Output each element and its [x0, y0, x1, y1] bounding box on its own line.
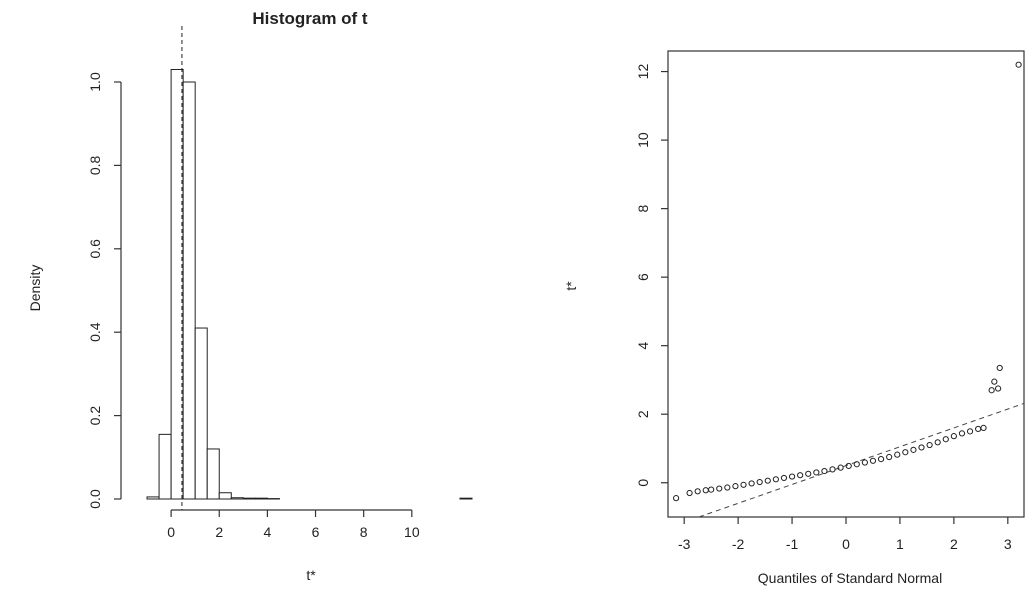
histogram-bar — [206, 448, 220, 500]
qq-point — [702, 487, 709, 494]
qq-point — [926, 441, 933, 449]
qq-point — [996, 364, 1003, 372]
histogram-title: Histogram of t — [252, 9, 368, 28]
qq-point — [950, 433, 957, 440]
histogram-bar — [194, 327, 208, 500]
histogram-bar — [218, 492, 232, 500]
qq-point — [805, 470, 812, 477]
qq-y-tick-label: 12 — [635, 64, 651, 80]
qq-point — [772, 476, 779, 483]
histogram-bar — [158, 433, 172, 500]
histogram-x-tick-label: 4 — [263, 524, 271, 540]
qq-y-tick-label: 0 — [635, 479, 651, 487]
qq-reference-line — [698, 402, 1025, 518]
histogram-y-tick-label: 0.4 — [87, 322, 103, 342]
qq-point — [902, 449, 909, 456]
qq-point — [853, 461, 860, 468]
qq-x-tick-label: 3 — [1004, 536, 1012, 552]
qq-point — [821, 467, 828, 475]
qq-point — [995, 385, 1002, 392]
qq-point — [686, 489, 693, 497]
histogram-y-axis-label: Density — [27, 265, 43, 312]
qq-plot-frame — [667, 50, 1025, 518]
qq-x-tick-label: -3 — [678, 536, 691, 552]
qq-point — [845, 462, 852, 470]
histogram-panel: Histogram of t 0.0 0.2 0.4 0.6 0.8 1.0 Density 0… — [27, 9, 473, 583]
qq-y-tick-label: 8 — [635, 205, 651, 213]
qq-y-tick-label: 4 — [635, 342, 651, 350]
histogram-x-axis-label: t* — [306, 567, 316, 583]
qq-x-tick-label: 0 — [842, 536, 850, 552]
qq-point — [934, 439, 941, 446]
histogram-bar — [242, 497, 256, 500]
qq-point — [740, 481, 747, 488]
qq-point — [829, 466, 836, 473]
qq-point — [861, 459, 868, 466]
histogram-x-tick-label: 10 — [404, 524, 420, 540]
qq-point — [708, 486, 715, 493]
qq-point — [732, 483, 739, 490]
qq-y-tick-label: 6 — [635, 273, 651, 281]
qq-point — [980, 424, 987, 432]
qq-point — [988, 387, 995, 394]
qq-point — [966, 428, 974, 435]
qq-point — [780, 474, 788, 482]
qq-point — [764, 477, 771, 484]
qq-x-tick-label: -1 — [786, 536, 799, 552]
qq-point — [724, 484, 731, 491]
histogram-bar — [182, 81, 196, 500]
qq-point — [716, 485, 723, 492]
histogram-y-tick-label: 1.0 — [87, 72, 103, 92]
qq-point — [910, 446, 917, 453]
qq-point — [942, 436, 949, 443]
qq-y-tick-label: 10 — [635, 132, 651, 148]
qq-x-axis-label: Quantiles of Standard Normal — [758, 570, 942, 586]
qq-x-tick-label: 1 — [896, 536, 904, 552]
qq-point — [894, 451, 901, 458]
histogram-bar — [254, 497, 268, 500]
qq-point — [869, 457, 877, 464]
qq-point — [694, 488, 701, 495]
qq-point — [813, 469, 820, 476]
histogram-bar — [230, 497, 244, 500]
qq-point — [837, 464, 844, 471]
qq-point — [958, 430, 966, 437]
qq-point — [918, 444, 925, 451]
qq-x-tick-label: -2 — [732, 536, 745, 552]
histogram-x-tick-label: 8 — [360, 524, 368, 540]
histogram-y-tick-label: 0.2 — [87, 406, 103, 426]
histogram-x-tick-label: 0 — [167, 524, 175, 540]
qq-point — [886, 453, 893, 461]
histogram-y-tick-label: 0.6 — [87, 239, 103, 259]
qq-point — [756, 478, 763, 486]
histogram-x-tick-label: 2 — [215, 524, 223, 540]
qq-point — [748, 480, 755, 487]
histogram-bar — [459, 497, 473, 500]
histogram-bar — [170, 68, 184, 500]
histogram-y-tick-label: 0.8 — [87, 155, 103, 175]
qq-point — [1015, 61, 1022, 68]
qq-x-tick-label: 2 — [950, 536, 958, 552]
qq-point — [797, 472, 804, 479]
qq-y-tick-label: 2 — [635, 410, 651, 418]
qq-point — [672, 495, 680, 502]
qq-y-axis-label: t* — [563, 281, 579, 291]
qq-point — [877, 455, 885, 463]
histogram-bar — [146, 496, 160, 500]
qq-point — [788, 473, 796, 480]
histogram-y-tick-label: 0.0 — [87, 489, 103, 509]
qq-point — [975, 425, 982, 433]
qq-point — [991, 378, 998, 385]
histogram-x-tick-label: 6 — [312, 524, 320, 540]
